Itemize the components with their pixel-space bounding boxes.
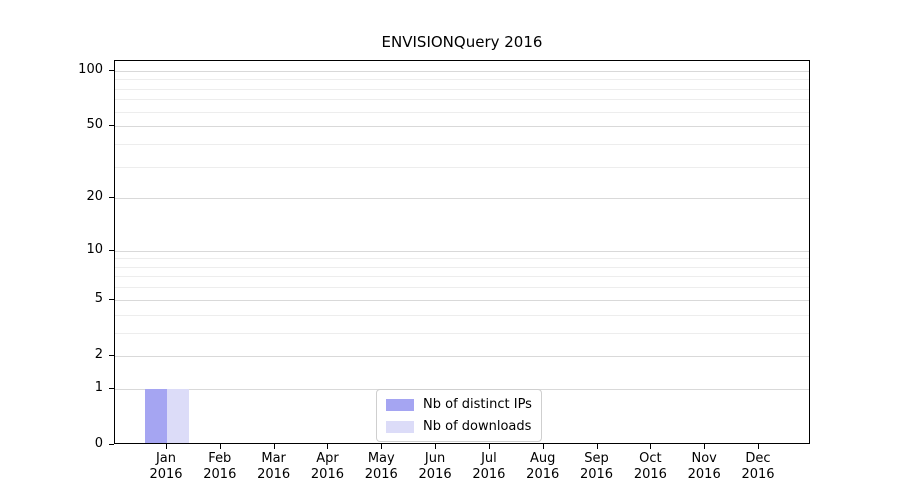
y-axis-tick-label: 1 [94,379,103,395]
y-axis-tick-label: 20 [86,189,103,205]
x-axis-tick-label: Jan 2016 [149,451,183,482]
bar-downloads [167,388,189,443]
x-tick-mark [327,444,329,449]
y-tick-mark [109,249,114,251]
bar-distinct-ips [145,388,167,443]
x-axis-tick-label: May 2016 [364,451,398,482]
y-tick-mark [109,444,114,445]
legend-swatch [386,398,414,411]
y-tick-mark [109,354,114,356]
y-axis-tick-label: 50 [86,117,103,133]
x-tick-mark [758,444,759,449]
x-axis-tick-label: Nov 2016 [687,451,721,482]
chart-title: ENVISIONQuery 2016 [381,33,543,51]
legend-label: Nb of distinct IPs [423,396,532,412]
x-tick-mark [381,444,383,449]
gridline-minor [115,88,809,90]
x-axis-tick-label: Mar 2016 [257,451,291,482]
gridline-major [115,355,809,357]
x-tick-mark [273,444,275,449]
legend-item: Nb of distinct IPs [386,395,532,414]
y-axis-tick-label: 0 [94,436,103,451]
legend: Nb of distinct IPs Nb of downloads [376,389,542,442]
x-tick-mark [166,444,167,449]
legend-label: Nb of downloads [423,418,532,434]
y-axis-tick-label: 2 [94,346,103,362]
y-axis-tick-label: 100 [78,61,103,77]
gridline-minor [115,111,809,113]
x-axis-tick-label: Sep 2016 [579,451,614,482]
gridline-major [115,70,809,72]
gridline-minor [115,99,809,101]
plot-area [114,60,810,444]
x-tick-mark [596,444,598,449]
x-axis-tick-label: Feb 2016 [203,451,237,482]
x-tick-mark [650,444,652,449]
x-tick-mark [488,444,490,449]
y-tick-mark [109,298,114,300]
gridline-minor [115,166,809,168]
x-tick-mark [704,444,706,449]
x-axis-tick-label: Aug 2016 [526,451,560,482]
gridline-minor [115,287,809,289]
x-axis-tick-label: Dec 2016 [741,451,775,482]
gridline-minor [115,266,809,268]
gridline-minor [115,143,809,145]
y-tick-mark [109,69,114,71]
gridline-minor [115,332,809,334]
gridline-major [115,250,809,252]
x-axis-tick-label: Jul 2016 [472,451,506,482]
gridline-minor [115,314,809,316]
gridline-major [115,198,809,200]
y-axis-tick-label: 5 [94,290,103,306]
x-axis-tick-label: Apr 2016 [310,451,344,482]
gridline-minor [115,258,809,260]
gridline-minor [115,276,809,278]
y-axis-tick-label: 10 [86,241,103,257]
y-tick-mark [109,387,114,389]
x-tick-mark [435,444,437,449]
gridline-major [115,126,809,128]
legend-swatch [386,420,414,433]
x-axis-tick-label: Jun 2016 [418,451,452,482]
x-tick-mark [219,444,221,449]
legend-item: Nb of downloads [386,417,532,436]
y-tick-mark [109,197,114,199]
x-tick-mark [542,444,544,449]
y-tick-mark [109,125,114,127]
gridline-major [115,299,809,301]
gridline-minor [115,79,809,81]
x-axis-tick-label: Oct 2016 [633,451,667,482]
